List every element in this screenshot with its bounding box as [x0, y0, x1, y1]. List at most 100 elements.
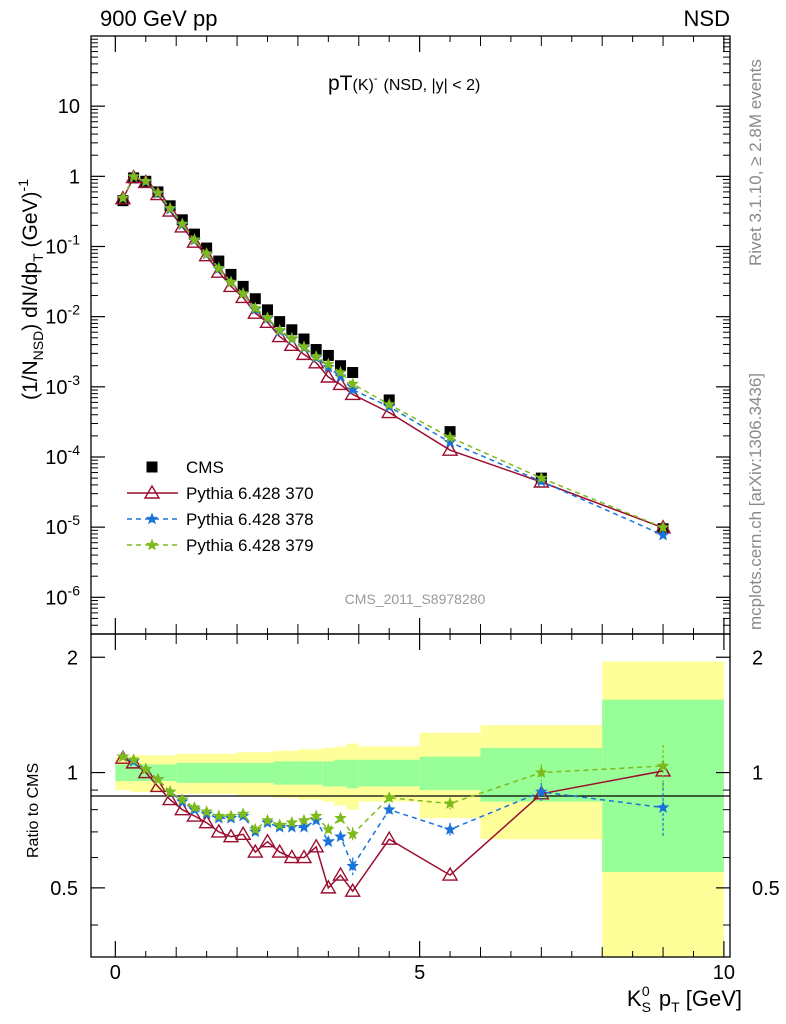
ratio-data-point — [234, 825, 252, 840]
ratio-data-point — [309, 809, 323, 822]
ratio-data-point — [186, 807, 203, 822]
ratio-y-tick-label-right: 0.5 — [752, 878, 780, 900]
data-point — [213, 255, 225, 267]
ratio-data-point — [163, 785, 177, 798]
data-point — [443, 435, 457, 448]
main-y-axis-label: (1/NNSD) dN/dpT (GeV)-1 — [15, 179, 46, 400]
ratio-series-pythia-6-428-370 — [114, 749, 672, 897]
ratio-data-point — [174, 801, 191, 816]
xlabel-p: p — [653, 986, 671, 1011]
data-point — [151, 186, 165, 199]
legend-marker — [145, 538, 159, 551]
rivet-version-label: Rivet 3.1.10, ≥ 2.8M events — [746, 59, 765, 266]
inner-uncertainty-band — [176, 762, 238, 783]
header-right-label: NSD — [684, 6, 730, 31]
x-axis-ticks: 0 5 10 — [110, 36, 735, 984]
ratio-data-point — [334, 811, 347, 824]
x-tick-label: 5 — [414, 962, 425, 984]
data-point — [261, 304, 273, 316]
ratio-y-tick-label: 2 — [67, 647, 78, 669]
ratio-plot-area: 0.5 0.51 12 2 0 5 10 Ratio to CMS KS0 pT [GeV… — [25, 36, 780, 1015]
data-point — [161, 202, 179, 217]
data-point — [656, 520, 670, 533]
ratio-data-point — [297, 813, 311, 826]
ratio-data-point — [127, 753, 140, 766]
ratio-data-point — [198, 814, 215, 829]
tick-exponent: -1 — [68, 231, 81, 247]
ratio-data-point — [334, 830, 347, 843]
tick-exponent: -3 — [68, 372, 81, 388]
data-point — [322, 349, 334, 361]
ratio-data-point — [344, 882, 361, 897]
data-point — [274, 316, 286, 328]
ratio-data-point — [656, 801, 670, 814]
tick-exponent: -2 — [68, 302, 81, 318]
data-point — [320, 368, 337, 383]
data-point — [295, 345, 313, 361]
x-tick-label: 10 — [713, 962, 735, 984]
ratio-series-pythia-6-428-379 — [116, 745, 670, 842]
ratio-data-point — [285, 816, 299, 828]
plot-title-main: pT — [328, 72, 353, 95]
data-point — [347, 366, 359, 378]
ratio-data-point — [224, 809, 238, 822]
legend-entry-label: Pythia 6.428 379 — [186, 536, 314, 555]
data-point — [273, 323, 286, 336]
ratio-y-tick-label: 1 — [67, 763, 78, 785]
ratio-data-point — [322, 835, 335, 847]
data-point — [225, 268, 237, 280]
tick-base: 10 — [45, 447, 67, 469]
data-point — [344, 386, 361, 401]
tick-base: 10 — [45, 236, 67, 258]
ratio-data-point — [212, 809, 226, 822]
ratio-data-point — [261, 813, 274, 826]
ratio-data-point — [271, 843, 288, 858]
legend-entry-label: CMS — [186, 458, 224, 477]
data-point — [174, 218, 191, 233]
data-point — [237, 280, 249, 292]
ratio-data-point — [346, 859, 359, 872]
ratio-series-layer — [114, 745, 672, 897]
ratio-data-point — [236, 807, 250, 820]
data-point — [297, 340, 311, 353]
tick-base: 10 — [45, 517, 67, 539]
ratio-data-point — [656, 759, 670, 772]
data-point — [535, 471, 548, 484]
main-y-tick-label: 10-3 — [45, 372, 80, 399]
data-point — [176, 217, 189, 230]
plot-title-particle: (K) — [353, 77, 374, 94]
series-line — [122, 175, 664, 536]
series-line — [122, 175, 664, 529]
ylabel-sup: -1 — [15, 179, 31, 192]
ylabel-sub-t: T — [30, 253, 46, 262]
xlabel-t: T — [671, 999, 680, 1015]
legend-entry-label: Pythia 6.428 370 — [186, 484, 314, 503]
ratio-y-axis-label: Ratio to CMS — [25, 763, 42, 858]
main-y-tick-label: 10-2 — [45, 302, 80, 329]
data-point — [116, 191, 130, 204]
main-y-tick-label: 10-1 — [45, 231, 80, 258]
data-point — [139, 174, 153, 187]
ratio-data-point — [139, 762, 153, 775]
ratio-data-point — [307, 838, 325, 853]
data-point — [310, 344, 322, 356]
inner-uncertainty-band — [334, 759, 347, 787]
ratio-data-point — [535, 785, 548, 798]
data-point — [382, 397, 396, 410]
inner-uncertainty-band — [273, 761, 298, 785]
data-point — [656, 528, 670, 541]
data-point — [261, 311, 274, 324]
ratio-data-point — [283, 849, 301, 864]
plot-title: pT(K)- (NSD, |y| < 2) — [328, 72, 480, 95]
data-point — [298, 333, 310, 345]
data-point — [346, 383, 359, 395]
ratio-data-point — [346, 827, 359, 840]
inner-uncertainty-band — [237, 762, 274, 783]
tick-base: 10 — [45, 307, 67, 329]
legend-marker — [143, 484, 161, 499]
mcplots-source-label: mcplots.cern.ch [arXiv:1306.3436] — [746, 373, 765, 630]
data-point — [234, 289, 252, 304]
series-pythia-6-428-379 — [116, 169, 670, 533]
inner-uncertainty-band — [322, 761, 335, 787]
